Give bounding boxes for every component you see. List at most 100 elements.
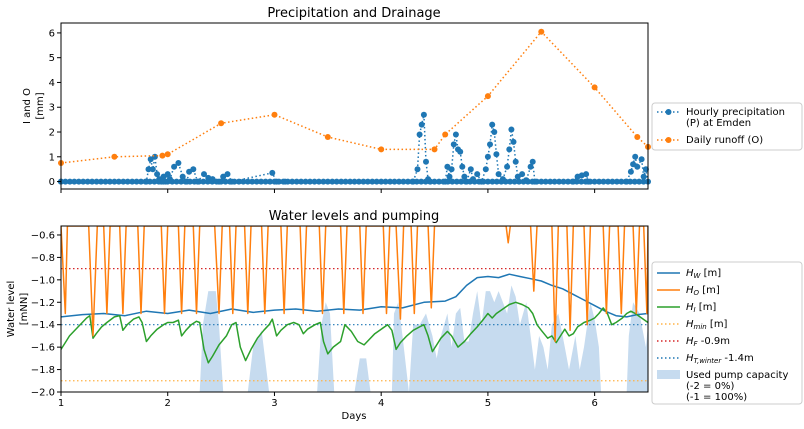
hourly-precipitation-point [382, 178, 389, 185]
hourly-precipitation-point [631, 178, 638, 185]
hourly-precipitation-point [547, 178, 554, 185]
hourly-precipitation-point [187, 178, 193, 185]
hourly-precipitation-point [605, 178, 611, 185]
hourly-precipitation-point [284, 178, 291, 185]
top-ylabel-line2: [mm] [35, 92, 46, 119]
hourly-precipitation-point [452, 131, 459, 138]
hourly-precipitation-point [482, 166, 489, 173]
hourly-precipitation-point [240, 178, 247, 185]
bottom-xtick-label: 3 [271, 398, 277, 409]
top-ytick-label: 3 [49, 103, 55, 114]
hourly-precipitation-point [622, 178, 629, 185]
hourly-precipitation-point [446, 173, 453, 180]
hourly-precipitation-point [224, 171, 231, 178]
hourly-precipitation-point [320, 178, 327, 185]
hourly-precipitation-point [440, 178, 447, 185]
hourly-precipitation-point [431, 178, 438, 185]
top-ytick-label: 1 [49, 152, 55, 163]
hourly-precipitation-point [106, 178, 113, 185]
hourly-precipitation-point [62, 178, 69, 185]
hourly-precipitation-point [307, 178, 313, 185]
legend-item-3-tail: [m] [707, 319, 728, 330]
hourly-precipitation-point [195, 178, 202, 185]
hourly-precipitation-line [61, 114, 649, 184]
hourly-precipitation-point [146, 178, 153, 185]
hourly-precipitation-point [364, 178, 371, 185]
top-ylabel-line1: I and O [22, 88, 33, 124]
bottom-xtick-label: 2 [165, 398, 171, 409]
hourly-precipitation-point [387, 178, 394, 185]
bottom-xtick-label: 4 [378, 398, 384, 409]
bottom-legend-frame [651, 261, 803, 405]
hourly-precipitation-point [560, 178, 567, 185]
hourly-precipitation-point [149, 166, 156, 173]
daily-runoff-point [591, 84, 598, 91]
legend-item-2-sub: I [694, 306, 696, 314]
hourly-precipitation-point [391, 178, 398, 185]
hourly-precipitation-point [190, 166, 197, 173]
hourly-precipitation-point [269, 169, 276, 176]
hourly-precipitation-point [520, 178, 527, 185]
legend-daily-runoff-marker [665, 137, 672, 143]
legend-item-2-tail: [m] [696, 302, 717, 313]
hourly-precipitation-point [164, 178, 171, 185]
hourly-precipitation-point [222, 178, 229, 185]
hourly-precipitation-point [636, 178, 643, 185]
hourly-precipitation-point [169, 178, 176, 185]
bottom-ytick-label: −1.0 [31, 275, 55, 286]
legend-item-4-sub: F [694, 340, 699, 348]
hourly-precipitation-point [315, 178, 322, 185]
legend-item-4-label: HF -0.9m [686, 336, 730, 348]
daily-runoff-point [484, 93, 491, 100]
top-ytick-label: 0 [49, 177, 55, 188]
daily-runoff-point [164, 151, 171, 158]
legend-item-0-tail: [m] [700, 268, 721, 279]
legend-item-5-tail: -1.4m [721, 353, 753, 364]
hourly-precipitation-point [524, 178, 531, 185]
legend-item-0-main: H [686, 268, 694, 279]
hourly-precipitation-point [355, 178, 362, 185]
hourly-precipitation-point [151, 178, 158, 185]
hourly-precipitation-point [459, 163, 466, 170]
hourly-precipitation-point [600, 178, 607, 185]
hourly-precipitation-point [404, 178, 411, 185]
hourly-precipitation-point [280, 178, 287, 185]
hourly-precipitation-point [129, 178, 136, 185]
hourly-precipitation-point [495, 171, 502, 178]
bottom-ylabel-line1: Water level [6, 281, 17, 338]
hourly-precipitation-point [338, 178, 345, 185]
hourly-precipitation-point [427, 178, 434, 185]
hourly-precipitation-point [142, 178, 149, 185]
hourly-precipitation-point [627, 178, 634, 185]
hourly-precipitation-point [396, 178, 402, 185]
hourly-precipitation-point [634, 163, 641, 170]
hourly-precipitation-point [413, 178, 420, 185]
legend-item-6-label: (-2 = 0%) [686, 381, 734, 392]
hourly-precipitation-point [324, 178, 331, 185]
hourly-precipitation-point [448, 166, 455, 173]
hourly-precipitation-point [173, 178, 180, 185]
hourly-precipitation-point [145, 166, 152, 173]
hourly-precipitation-point [640, 173, 647, 180]
legend-item-0-sub: W [694, 272, 702, 280]
daily-runoff-line [60, 30, 649, 164]
legend-item-1-sub: O [694, 289, 700, 297]
legend-item-3-main: H [686, 319, 694, 330]
hourly-precipitation-point [467, 178, 474, 185]
hourly-precipitation-point [423, 158, 429, 165]
legend-hourly-precipitation-label: Hourly precipitation [686, 107, 785, 118]
hourly-precipitation-point [378, 178, 385, 185]
hourly-precipitation-point [627, 168, 634, 175]
hourly-precipitation-point [182, 178, 189, 185]
legend-item-2-main: H [686, 302, 694, 313]
hourly-precipitation-point [533, 178, 540, 185]
hourly-precipitation-point [493, 178, 500, 185]
hourly-precipitation-point [400, 178, 407, 185]
hourly-precipitation-point [178, 178, 185, 185]
hourly-precipitation-point [271, 178, 278, 185]
bottom-legend: HW [m]HO [m]HI [m]Hmin [m]HF -0.9mHT,win… [651, 261, 803, 405]
hourly-precipitation-point [360, 178, 367, 185]
hourly-precipitation-point [529, 178, 536, 185]
hourly-precipitation-point [578, 178, 585, 185]
hourly-precipitation-point [369, 178, 376, 185]
